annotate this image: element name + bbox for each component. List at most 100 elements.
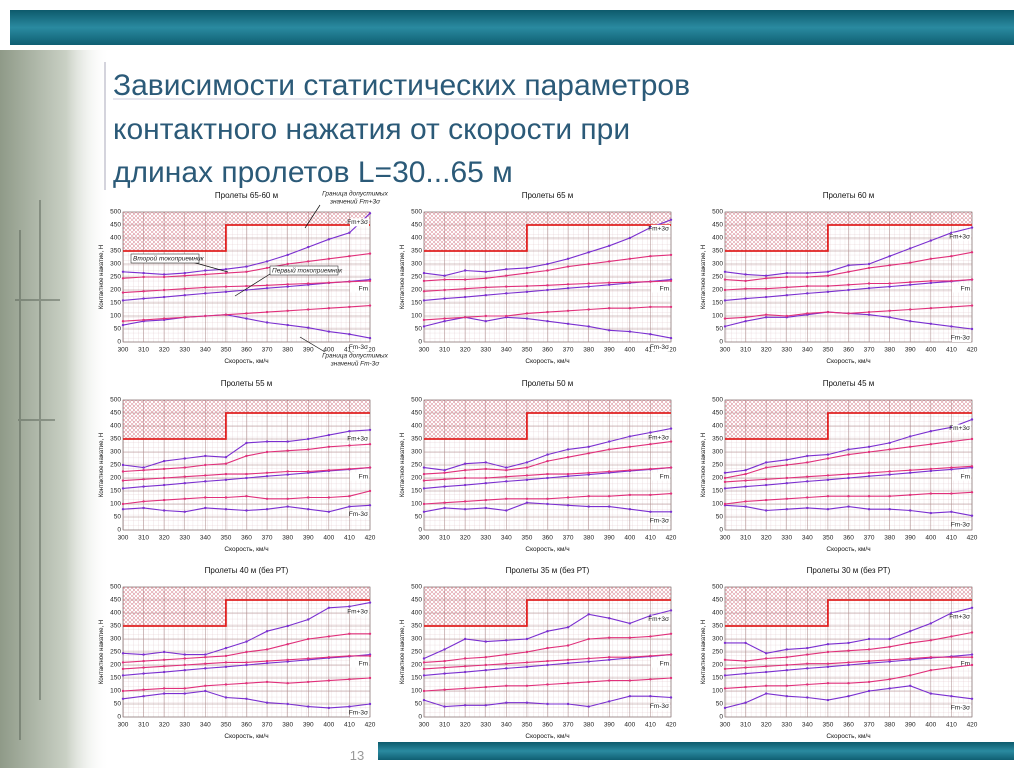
data-point — [587, 282, 590, 285]
series-label: Fm — [961, 473, 970, 480]
annotation: Граница допустимых — [322, 190, 388, 198]
chart-title: Пролеты 35 м (без РТ) — [506, 566, 590, 575]
data-point — [566, 474, 570, 478]
data-point — [224, 313, 228, 316]
series-label: Fm-3σ — [349, 710, 368, 717]
x-tick-label: 340 — [200, 535, 211, 542]
data-point — [162, 467, 166, 471]
x-tick-label: 410 — [645, 535, 656, 542]
data-point — [546, 659, 549, 663]
data-point — [224, 496, 228, 499]
data-point — [142, 469, 145, 472]
series-label-bg — [350, 284, 369, 293]
data-point — [204, 662, 207, 665]
data-point — [649, 654, 652, 658]
data-point — [785, 294, 788, 297]
data-point — [245, 661, 248, 664]
forbidden-zone — [123, 587, 370, 626]
data-point — [183, 663, 186, 667]
data-point — [484, 286, 487, 289]
data-point — [204, 474, 207, 477]
y-tick-label: 250 — [411, 649, 422, 656]
data-point — [142, 466, 145, 469]
data-point — [204, 667, 207, 670]
data-point — [608, 329, 611, 332]
x-tick-label: 370 — [563, 722, 574, 729]
data-point — [867, 495, 871, 498]
annotation-box — [130, 253, 200, 264]
data-point — [265, 497, 269, 500]
data-point — [826, 270, 830, 273]
x-tick-label: 350 — [822, 535, 833, 542]
data-point — [327, 606, 331, 609]
x-tick-label: 380 — [282, 347, 293, 354]
data-point — [649, 678, 652, 681]
data-point — [307, 245, 310, 249]
data-point — [970, 327, 974, 331]
y-tick-label: 50 — [716, 326, 724, 333]
data-point — [162, 288, 166, 292]
x-tick-label: 320 — [159, 347, 170, 354]
data-point — [909, 445, 912, 448]
data-point — [826, 474, 830, 477]
data-point — [909, 435, 912, 438]
x-tick-label: 370 — [262, 535, 273, 542]
y-tick-label: 100 — [411, 313, 422, 320]
data-point — [224, 661, 228, 664]
x-tick-label: 370 — [563, 535, 574, 542]
x-tick-label: 380 — [884, 535, 895, 542]
data-point — [525, 290, 529, 294]
x-tick-label: 420 — [967, 535, 978, 542]
data-point — [669, 609, 673, 612]
x-tick-label: 320 — [761, 347, 772, 354]
x-tick-label: 420 — [666, 347, 677, 354]
series-label: Fm-3σ — [951, 335, 970, 342]
data-point — [723, 687, 727, 690]
data-point — [909, 471, 912, 474]
top-bar — [10, 10, 1014, 45]
data-point — [307, 618, 310, 621]
data-point — [348, 255, 351, 258]
series-label: Fm — [359, 660, 368, 667]
x-tick-label: 410 — [645, 722, 656, 729]
data-point — [649, 431, 652, 434]
data-point — [929, 430, 933, 433]
series-label-bg — [350, 659, 369, 668]
data-point — [909, 283, 912, 286]
data-point — [121, 320, 125, 323]
y-tick-label: 100 — [110, 313, 121, 320]
limit-line — [123, 412, 370, 440]
data-point — [628, 636, 632, 639]
data-point — [121, 270, 125, 273]
data-point — [224, 683, 228, 686]
data-point — [744, 659, 747, 663]
data-point — [327, 679, 331, 682]
data-point — [142, 275, 145, 279]
data-point — [867, 310, 871, 314]
data-point — [888, 316, 891, 319]
data-point — [587, 495, 590, 498]
x-tick-label: 400 — [323, 722, 334, 729]
x-tick-label: 370 — [864, 535, 875, 542]
data-point — [867, 689, 871, 693]
data-point — [764, 483, 768, 487]
data-point — [463, 316, 467, 319]
data-point — [608, 448, 611, 451]
chart-panel: Пролеты 40 м (без РТ) Скорость, км/ч Конта… — [99, 566, 376, 740]
data-point — [867, 508, 871, 511]
data-point — [785, 458, 788, 461]
data-point — [505, 509, 508, 512]
y-tick-label: 300 — [110, 449, 121, 456]
y-tick-label: 500 — [411, 209, 422, 216]
data-point — [484, 640, 487, 643]
x-tick-label: 300 — [118, 535, 129, 542]
y-tick-label: 200 — [411, 287, 422, 294]
y-tick-label: 350 — [712, 248, 723, 255]
data-point — [204, 506, 207, 510]
data-point — [546, 646, 549, 650]
data-point — [162, 295, 166, 299]
data-point — [628, 307, 632, 310]
series-label-bg — [651, 702, 670, 711]
data-point — [785, 663, 788, 667]
data-point — [909, 493, 912, 497]
